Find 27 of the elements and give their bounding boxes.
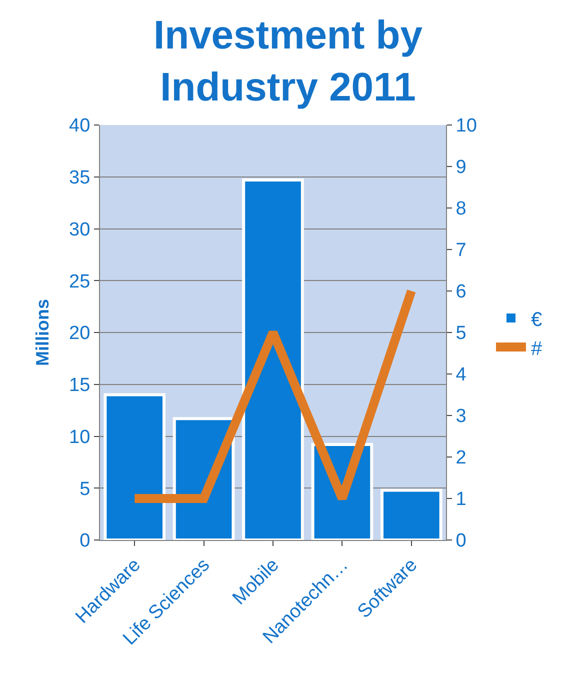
y2-tick-label: 4 xyxy=(456,364,467,386)
y-axis-title: Millions xyxy=(32,299,52,366)
y-tick-label: 35 xyxy=(69,168,90,189)
y-tick-label: 30 xyxy=(69,219,90,240)
y-tick-label: 5 xyxy=(80,478,90,500)
y-tick-label: 15 xyxy=(69,375,90,396)
legend-label: € xyxy=(530,308,542,331)
y2-tick-label: 9 xyxy=(456,157,466,178)
y-tick-label: 20 xyxy=(69,323,90,344)
bar xyxy=(380,488,442,540)
y2-tick-label: 3 xyxy=(456,406,466,428)
y2-tick-label: 6 xyxy=(456,282,466,303)
y2-tick-label: 8 xyxy=(456,198,466,220)
y2-tick-label: 7 xyxy=(456,240,466,262)
y2-tick-label: 10 xyxy=(456,116,477,137)
y-tick-label: 40 xyxy=(69,116,90,137)
chart-title: Investment by Industry 2011 xyxy=(154,13,424,110)
y2-tick-label: 5 xyxy=(456,323,466,344)
legend-label: # xyxy=(530,338,543,360)
bar xyxy=(104,393,166,540)
y-tick-label: 10 xyxy=(69,426,90,448)
y-tick-label: 25 xyxy=(69,271,90,292)
y-tick-label: 0 xyxy=(80,530,90,552)
y2-tick-label: 1 xyxy=(456,489,466,510)
y2-tick-label: 2 xyxy=(456,448,466,469)
bar xyxy=(242,178,304,540)
y2-tick-label: 0 xyxy=(456,530,466,552)
